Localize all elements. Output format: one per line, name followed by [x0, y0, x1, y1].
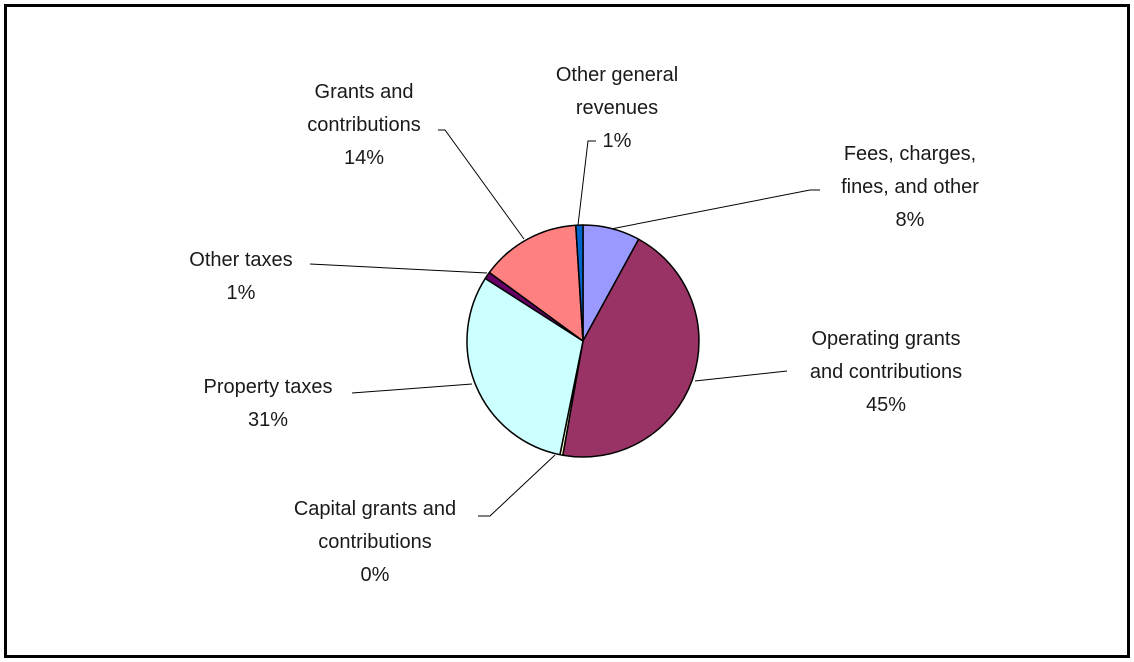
- pie-slice: [575, 224, 584, 342]
- slice-value-label: 8%: [896, 209, 925, 231]
- slice-value-label: 45%: [866, 394, 906, 416]
- slice-name-label: Operating grants: [812, 328, 961, 350]
- pie-slices: [466, 224, 700, 458]
- leader-line: [478, 454, 556, 517]
- slice-label: Other taxes 1%: [189, 249, 292, 304]
- leader-line: [438, 129, 525, 240]
- slice-name-label: Other general: [556, 64, 678, 86]
- slice-label: Property taxes 31%: [204, 376, 333, 431]
- leader-line: [309, 263, 488, 274]
- slice-name-label: Fees, charges,: [844, 143, 976, 165]
- slice-label: Capital grants and contributions 0%: [294, 498, 456, 586]
- leader-lines: [309, 129, 820, 517]
- leader-line: [351, 383, 473, 394]
- leader-line: [577, 140, 596, 226]
- slice-labels: Fees, charges, fines, and other 8% Operatin…: [189, 64, 979, 586]
- slice-name-label: Grants and: [315, 81, 414, 103]
- slice-name-label: contributions: [318, 531, 431, 553]
- slice-label: Fees, charges, fines, and other 8%: [841, 143, 979, 231]
- pie-slice: [488, 224, 584, 342]
- slice-value-label: 31%: [248, 409, 288, 431]
- slice-label: Other general revenues 1%: [556, 64, 678, 152]
- pie-slice: [562, 238, 700, 458]
- slice-name-label: contributions: [307, 114, 420, 136]
- slice-label: Grants and contributions 14%: [307, 81, 420, 169]
- slice-value-label: 1%: [603, 130, 632, 152]
- slice-name-label: fines, and other: [841, 176, 979, 198]
- slice-name-label: Capital grants and: [294, 498, 456, 520]
- leader-line: [694, 370, 788, 382]
- slice-name-label: revenues: [576, 97, 658, 119]
- slice-value-label: 14%: [344, 147, 384, 169]
- slice-name-label: Property taxes: [204, 376, 333, 398]
- slice-value-label: 0%: [361, 564, 390, 586]
- slice-label: Operating grants and contributions 45%: [810, 328, 962, 416]
- slice-value-label: 1%: [227, 282, 256, 304]
- slice-name-label: and contributions: [810, 361, 962, 383]
- leader-line: [610, 189, 820, 230]
- slice-name-label: Other taxes: [189, 249, 292, 271]
